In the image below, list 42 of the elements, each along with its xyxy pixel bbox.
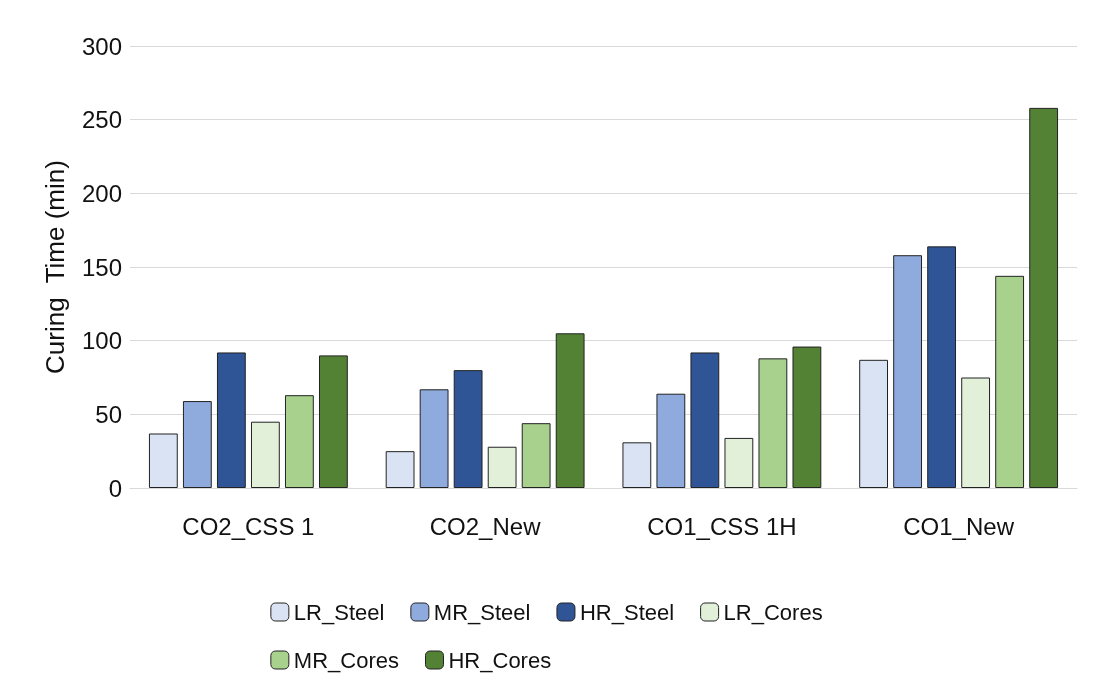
x-tick-label: CO2_New (429, 512, 542, 540)
y-tick-label: 250 (81, 106, 122, 134)
y-tick-label: 100 (81, 327, 122, 355)
bar (690, 352, 720, 488)
bar (318, 355, 348, 488)
bar (148, 433, 178, 488)
bar (216, 352, 246, 488)
x-tick-label: CO1_New (903, 512, 1015, 540)
bar (792, 346, 822, 488)
x-tick-label: CO2_CSS 1 (182, 512, 315, 540)
bar (622, 442, 652, 488)
bar (521, 423, 551, 488)
bar (724, 437, 754, 488)
bar (487, 446, 517, 488)
bar (893, 255, 923, 488)
bar (927, 246, 957, 488)
legend-label: MR_Cores (293, 647, 399, 673)
legend-label: MR_Steel (433, 599, 531, 625)
legend-label: HR_Steel (579, 599, 675, 625)
bar (961, 377, 991, 488)
bar (1029, 107, 1059, 488)
bar (555, 333, 585, 488)
bar (758, 358, 788, 488)
bar (250, 421, 280, 488)
y-tick-label: 50 (95, 400, 122, 428)
x-tick-label: CO1_CSS 1H (647, 512, 797, 540)
bar (995, 275, 1025, 488)
legend-label: HR_Cores (448, 647, 552, 673)
y-tick-label: 0 (108, 474, 122, 502)
legend-label: LR_Cores (723, 599, 823, 625)
bar (656, 393, 686, 488)
legend-label: LR_Steel (293, 599, 385, 625)
y-axis-title: Curing Time (min) (40, 160, 70, 374)
bar (182, 401, 212, 488)
y-tick-label: 200 (81, 179, 122, 207)
bar (859, 359, 889, 488)
bar (419, 389, 449, 488)
bar (284, 395, 314, 488)
bar (453, 370, 483, 488)
y-tick-label: 150 (81, 253, 122, 281)
y-tick-label: 300 (81, 32, 122, 60)
bar (385, 451, 415, 488)
